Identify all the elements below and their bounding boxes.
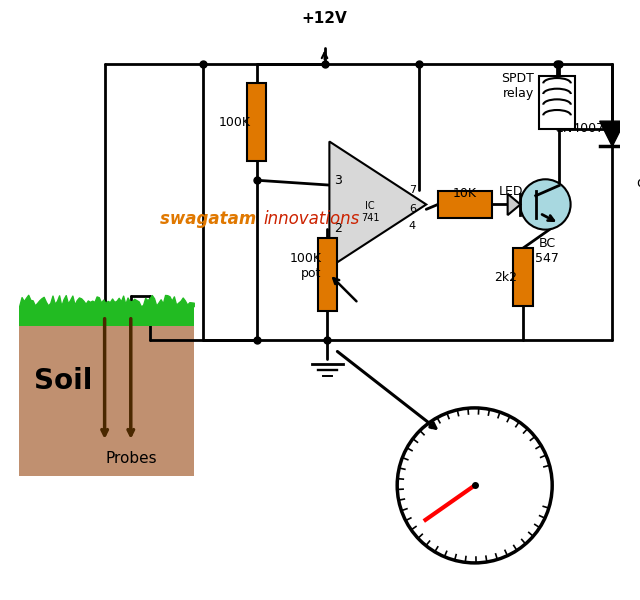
Text: 10K: 10K: [453, 187, 477, 200]
Circle shape: [520, 179, 571, 230]
Circle shape: [397, 408, 552, 563]
Bar: [19, 306, 194, 476]
Text: 100K
pot: 100K pot: [290, 253, 322, 280]
Polygon shape: [508, 194, 520, 215]
Text: 3: 3: [334, 174, 342, 187]
Bar: [317, 238, 337, 311]
Bar: [247, 83, 266, 161]
Text: 100K: 100K: [219, 116, 251, 128]
Bar: [438, 191, 492, 218]
Bar: [539, 76, 575, 129]
Text: BC
547: BC 547: [536, 238, 559, 265]
Polygon shape: [330, 142, 426, 268]
Text: IC
741: IC 741: [361, 202, 380, 223]
Text: swagatam: swagatam: [159, 210, 262, 228]
Text: LED: LED: [499, 185, 523, 198]
Text: 2k2: 2k2: [494, 271, 517, 284]
Text: 4: 4: [409, 221, 416, 231]
Text: 1N4007: 1N4007: [556, 122, 605, 136]
Text: 2: 2: [334, 222, 342, 235]
Text: innovations: innovations: [264, 210, 360, 228]
Polygon shape: [600, 121, 625, 146]
Text: Soil: Soil: [34, 367, 92, 395]
Text: SPDT
relay: SPDT relay: [501, 72, 534, 100]
Text: Probes: Probes: [106, 451, 157, 466]
Text: +12V: +12V: [301, 11, 348, 26]
Text: 7: 7: [409, 185, 416, 195]
Bar: [513, 248, 533, 306]
Bar: [19, 306, 194, 326]
Text: 6: 6: [409, 205, 416, 214]
Text: o: o: [636, 176, 640, 190]
